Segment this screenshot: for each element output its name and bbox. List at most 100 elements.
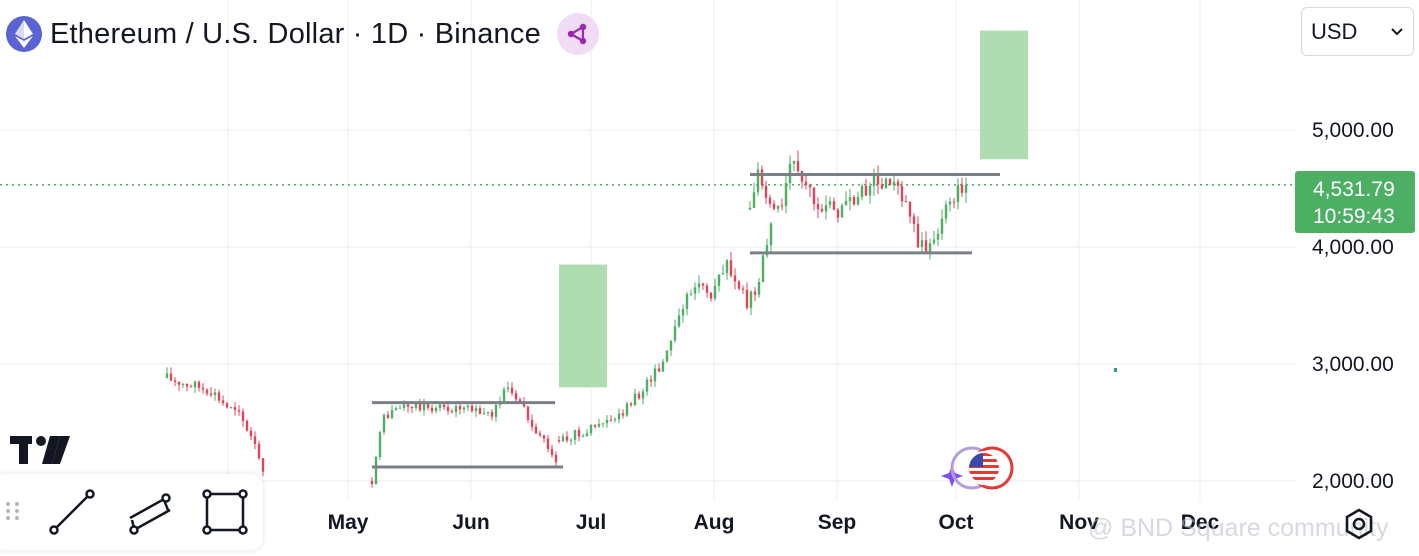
candle: [924, 231, 928, 253]
candle: [816, 197, 820, 219]
candle-body: [729, 260, 733, 276]
candle-body: [836, 209, 840, 218]
candle: [888, 178, 892, 186]
candle-body: [245, 420, 249, 431]
candle: [685, 291, 689, 316]
y-tick-label: 5,000.00: [1312, 119, 1394, 142]
candle-body: [673, 326, 677, 341]
candle-body: [840, 205, 844, 218]
candle: [617, 408, 621, 424]
tradingview-logo-icon: [8, 434, 72, 471]
candle: [944, 200, 948, 224]
last-price-badge: 4,531.79 10:59:43: [1295, 171, 1415, 233]
candle: [757, 277, 761, 298]
candle: [446, 402, 450, 415]
x-tick-label: Nov: [1059, 511, 1099, 534]
x-tick-label: Oct: [938, 511, 974, 534]
candle-body: [924, 240, 928, 252]
candle-body: [565, 436, 569, 441]
candle: [490, 409, 494, 421]
candle-body: [526, 406, 530, 420]
candle: [609, 415, 613, 422]
candle: [641, 388, 645, 405]
rectangle-tool-icon[interactable]: [201, 488, 249, 536]
economic-events-icon[interactable]: [940, 445, 1020, 496]
candle-body: [605, 419, 609, 424]
candle: [221, 395, 225, 406]
candle: [534, 423, 538, 435]
candle-body: [561, 436, 565, 442]
candle-body: [852, 197, 856, 205]
candle-body: [169, 373, 173, 381]
candle: [394, 406, 398, 411]
candle: [769, 221, 773, 253]
candle: [370, 477, 374, 488]
candle-body: [904, 201, 908, 203]
candle-body: [824, 205, 828, 212]
candle-body: [482, 412, 486, 414]
candle-body: [197, 381, 201, 388]
share-icon[interactable]: [556, 13, 599, 55]
candle-body: [446, 407, 450, 412]
candle-body: [737, 281, 741, 289]
candle-body: [506, 387, 510, 390]
x-tick-label: May: [327, 511, 369, 534]
candle-body: [741, 288, 745, 290]
candle-body: [649, 379, 653, 382]
candle-body: [554, 454, 558, 463]
horizontal-levels: [372, 172, 1000, 469]
candle: [776, 205, 780, 213]
target-boxes: [559, 30, 1028, 388]
candle-body: [490, 411, 494, 417]
candle-body: [514, 393, 518, 400]
candle-body: [864, 185, 868, 196]
trend-line-tool-icon[interactable]: [48, 488, 96, 536]
candle: [645, 376, 649, 396]
candle-body: [201, 387, 205, 390]
candle: [705, 282, 709, 298]
candle-body: [406, 404, 410, 407]
candle: [213, 388, 217, 401]
gear-icon[interactable]: [1343, 508, 1375, 545]
candle: [506, 381, 510, 393]
candle: [657, 363, 661, 373]
candle: [593, 424, 597, 429]
candle: [832, 197, 836, 211]
candle-body: [581, 435, 585, 437]
candle-body: [209, 393, 213, 395]
candle: [940, 209, 944, 240]
candle: [454, 402, 458, 418]
currency-value: USD: [1311, 18, 1358, 44]
candle-body: [370, 481, 374, 485]
candle-body: [760, 169, 764, 186]
candle-body: [804, 181, 808, 185]
candle: [848, 188, 852, 211]
candle-body: [872, 174, 876, 187]
candle: [737, 280, 741, 291]
candle: [756, 162, 760, 196]
drawing-toolbar: [0, 474, 263, 550]
candle: [964, 177, 968, 203]
y-tick-label: 4,000.00: [1312, 236, 1394, 259]
candle-body: [378, 432, 382, 457]
candle: [824, 195, 828, 220]
candle-body: [928, 243, 932, 252]
candle: [205, 388, 209, 397]
parallel-channel-tool-icon[interactable]: [126, 488, 174, 536]
candle: [912, 213, 916, 233]
candle-body: [884, 178, 888, 189]
target-box-2: [980, 30, 1028, 160]
candle: [752, 182, 756, 209]
candle: [733, 268, 737, 290]
candle: [784, 174, 788, 214]
drag-handle-icon[interactable]: [4, 500, 22, 527]
candle-body: [765, 245, 769, 256]
candle: [378, 430, 382, 460]
candle-body: [908, 201, 912, 217]
candle: [621, 409, 625, 419]
candle: [185, 383, 189, 392]
currency-select[interactable]: USD: [1301, 7, 1414, 56]
candle: [466, 404, 470, 412]
candle-body: [645, 379, 649, 392]
